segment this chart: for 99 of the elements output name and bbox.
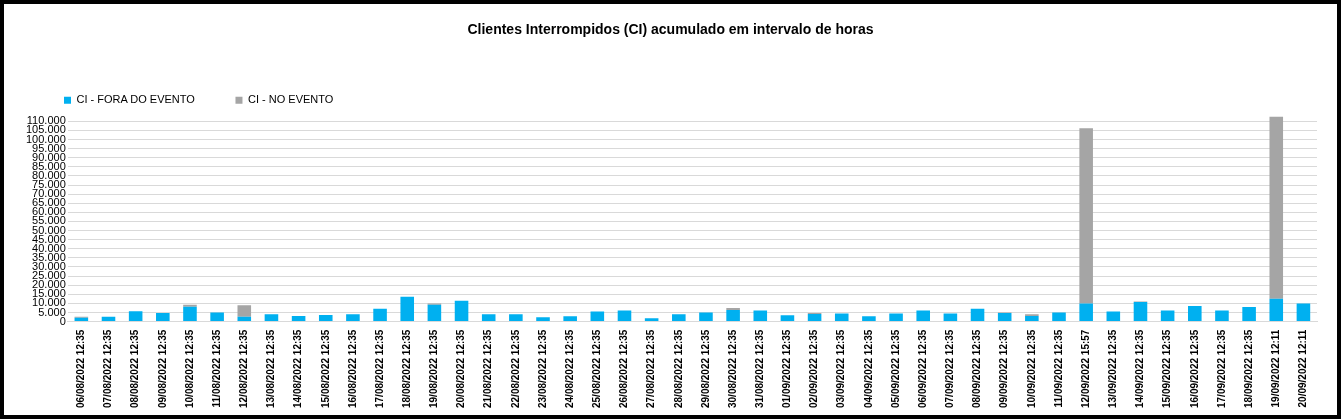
x-tick-label: 29/08/2022 12:35 xyxy=(699,329,711,408)
bar xyxy=(780,315,795,322)
bar xyxy=(400,296,415,322)
bar xyxy=(509,314,523,322)
bar xyxy=(373,308,387,322)
x-tick-label: 12/08/2022 12:35 xyxy=(238,329,250,408)
x-tick-label: 23/08/2022 12:35 xyxy=(536,329,548,408)
x-tick-label: 26/08/2022 12:35 xyxy=(618,329,630,408)
x-tick-label: 05/09/2022 12:35 xyxy=(889,329,901,408)
x-tick-label: 11/08/2022 12:35 xyxy=(210,329,222,408)
bar xyxy=(427,304,442,322)
bar xyxy=(156,313,170,322)
x-tick-label: 17/09/2022 12:35 xyxy=(1215,329,1227,408)
x-tick-label: 08/09/2022 12:35 xyxy=(971,329,983,408)
bar xyxy=(834,313,849,322)
x-tick-label: 30/08/2022 12:35 xyxy=(726,329,738,408)
x-tick-label: 22/08/2022 12:35 xyxy=(509,329,521,408)
x-tick-label: 02/09/2022 12:35 xyxy=(808,329,820,408)
bar xyxy=(318,315,333,322)
bar xyxy=(1269,116,1284,299)
x-tick-label: 21/08/2022 12:35 xyxy=(482,329,494,408)
bar xyxy=(237,316,252,322)
x-tick-label: 20/09/2022 12:11 xyxy=(1297,329,1309,408)
x-tick-label: 13/09/2022 12:35 xyxy=(1107,329,1119,408)
bar xyxy=(210,312,224,322)
bar xyxy=(237,305,252,317)
x-tick-label: 04/09/2022 12:35 xyxy=(862,329,874,408)
bar xyxy=(699,312,713,322)
bar xyxy=(128,311,143,322)
x-tick-label: 08/08/2022 12:35 xyxy=(129,329,141,408)
x-tick-label: 01/09/2022 12:35 xyxy=(781,329,793,408)
bar xyxy=(481,314,496,322)
bar xyxy=(101,316,116,322)
bar xyxy=(454,300,469,322)
x-tick-label: 13/08/2022 12:35 xyxy=(265,329,277,408)
x-tick-label: 19/08/2022 12:35 xyxy=(428,329,440,408)
x-tick-label: 28/08/2022 12:35 xyxy=(672,329,684,408)
bar xyxy=(1269,298,1284,322)
x-tick-label: 31/08/2022 12:35 xyxy=(754,329,766,408)
bar xyxy=(807,313,822,322)
bar xyxy=(862,316,876,322)
bar xyxy=(644,318,659,322)
bar xyxy=(536,317,550,322)
bar xyxy=(997,313,1012,322)
bar xyxy=(264,314,279,322)
x-tick-label: 16/09/2022 12:35 xyxy=(1188,329,1200,408)
x-tick-label: 09/09/2022 12:35 xyxy=(998,329,1010,408)
bar xyxy=(1188,306,1202,322)
bar xyxy=(1079,128,1093,304)
x-tick-label: 15/08/2022 12:35 xyxy=(319,329,331,408)
x-tick-label: 16/08/2022 12:35 xyxy=(346,329,358,408)
x-tick-label: 17/08/2022 12:35 xyxy=(373,329,385,408)
x-tick-label: 07/09/2022 12:35 xyxy=(944,329,956,408)
x-tick-label: 09/08/2022 12:35 xyxy=(156,329,168,408)
x-tick-label: 03/09/2022 12:35 xyxy=(835,329,847,408)
bar xyxy=(1215,310,1229,322)
bar xyxy=(916,310,931,322)
legend-label: CI - NO EVENTO xyxy=(247,93,334,106)
bar xyxy=(943,313,958,322)
bar xyxy=(1242,307,1256,322)
x-tick-label: 07/08/2022 12:35 xyxy=(102,329,114,408)
bar xyxy=(970,308,985,322)
x-tick-label: 15/09/2022 12:35 xyxy=(1161,329,1173,408)
bar xyxy=(1052,312,1066,322)
bar xyxy=(672,314,686,322)
bar xyxy=(1025,315,1039,322)
x-tick-label: 24/08/2022 12:35 xyxy=(563,329,575,408)
bar xyxy=(563,316,577,322)
bar xyxy=(753,310,768,322)
bar xyxy=(726,309,740,322)
x-tick-label: 11/09/2022 12:35 xyxy=(1052,329,1064,408)
x-tick-label: 19/09/2022 12:11 xyxy=(1270,329,1282,408)
x-tick-label: 18/09/2022 12:35 xyxy=(1242,329,1254,408)
x-tick-label: 20/08/2022 12:35 xyxy=(455,329,467,408)
bar xyxy=(726,307,740,310)
bar xyxy=(1160,310,1175,322)
x-tick-label: 06/09/2022 12:35 xyxy=(916,329,928,408)
bar xyxy=(590,311,605,322)
bar xyxy=(183,304,197,307)
x-tick-label: 10/09/2022 12:35 xyxy=(1025,329,1037,408)
bar xyxy=(889,313,903,322)
bar xyxy=(1106,311,1121,322)
legend-label: CI - FORA DO EVENTO xyxy=(76,93,196,106)
chart-title: Clientes Interrompidos (CI) acumulado em intervalo de horas xyxy=(467,21,874,38)
bar xyxy=(1296,303,1311,322)
x-tick-label: 14/09/2022 12:35 xyxy=(1134,329,1146,408)
x-tick-label: 06/08/2022 12:35 xyxy=(75,329,87,408)
x-tick-label: 18/08/2022 12:35 xyxy=(400,329,412,408)
x-tick-label: 25/08/2022 12:35 xyxy=(591,329,603,408)
x-tick-label: 10/08/2022 12:35 xyxy=(183,329,195,408)
bar xyxy=(1133,302,1148,322)
bar xyxy=(346,314,360,322)
x-tick-label: 12/09/2022 15:57 xyxy=(1079,329,1091,408)
x-tick-label: 14/08/2022 12:35 xyxy=(292,329,304,408)
x-tick-label: 27/08/2022 12:35 xyxy=(645,329,657,408)
bar xyxy=(1079,303,1093,322)
bar xyxy=(291,315,306,322)
bar xyxy=(617,310,632,322)
bar xyxy=(183,306,197,322)
